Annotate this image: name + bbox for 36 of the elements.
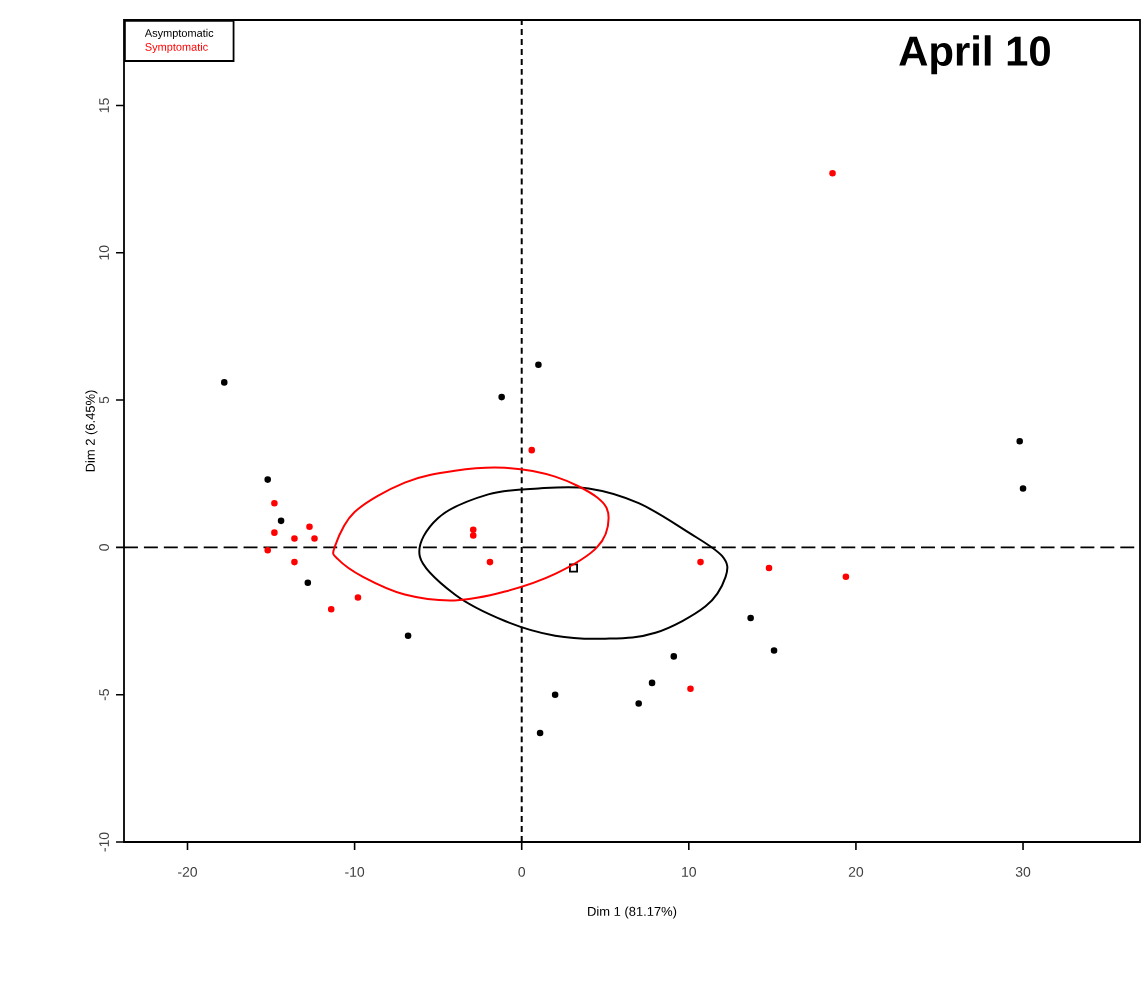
point	[551, 691, 559, 698]
point	[635, 700, 642, 707]
point	[770, 647, 778, 654]
point	[765, 564, 773, 572]
point	[697, 558, 704, 566]
point	[648, 679, 656, 687]
point	[747, 614, 754, 622]
point	[220, 379, 228, 386]
point	[687, 685, 694, 693]
point	[354, 594, 362, 601]
point	[306, 523, 313, 531]
point	[498, 393, 505, 401]
point	[569, 563, 578, 573]
point	[670, 653, 678, 660]
point	[404, 632, 412, 640]
point	[536, 729, 544, 737]
point	[469, 532, 477, 539]
point	[271, 529, 278, 536]
point	[291, 558, 298, 566]
point	[277, 517, 285, 525]
point	[304, 579, 312, 587]
point	[842, 573, 850, 581]
point	[486, 558, 494, 566]
point	[1016, 438, 1023, 445]
point	[291, 535, 298, 542]
point	[264, 476, 271, 483]
point	[528, 446, 536, 454]
point	[327, 605, 335, 613]
point	[271, 499, 278, 507]
chart-title: April 10	[899, 35, 1050, 75]
point	[1019, 485, 1027, 492]
point	[469, 526, 477, 533]
point	[264, 547, 271, 554]
point	[311, 535, 318, 542]
point	[829, 169, 836, 177]
point	[535, 361, 542, 368]
